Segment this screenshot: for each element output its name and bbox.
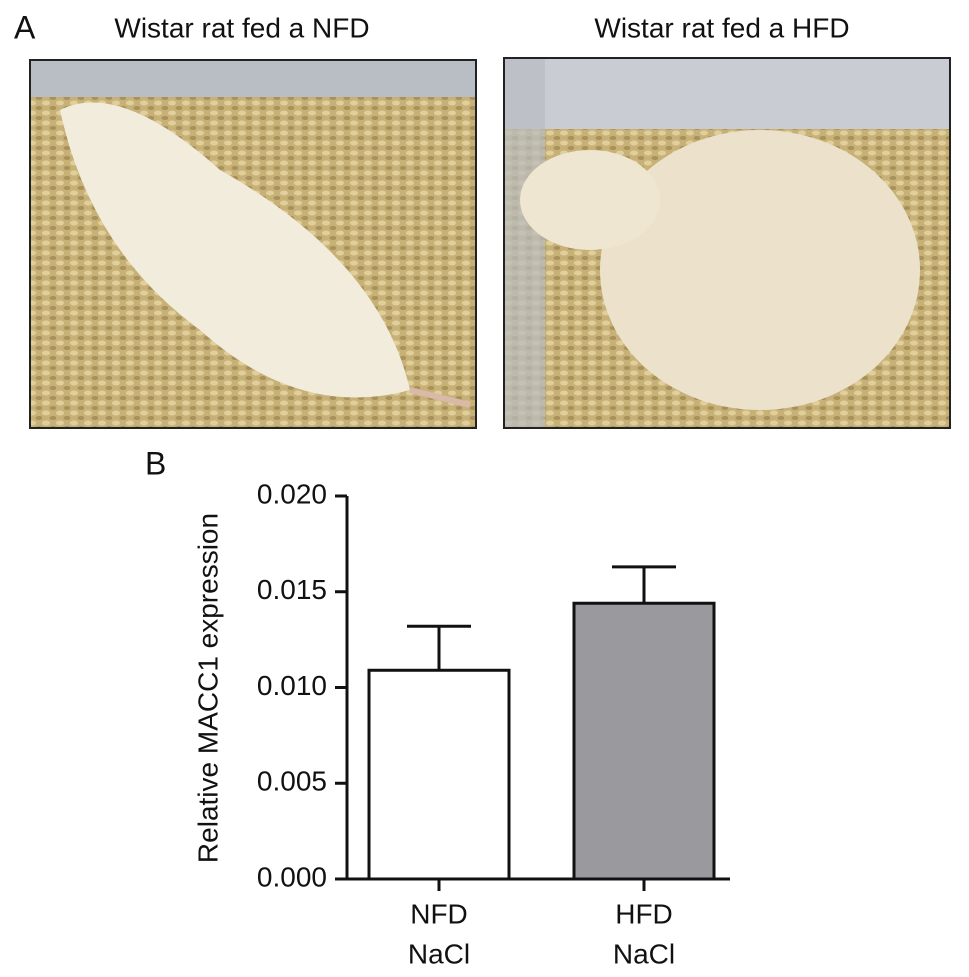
x-tick-label: NFD [410,898,468,929]
y-axis-label: Relative MACC1 expression [192,513,223,863]
bar [367,668,511,881]
y-tick-label: 0.005 [257,766,327,797]
panel-label: B [145,445,166,481]
y-tick-label: 0.010 [257,670,327,701]
photo [29,59,477,429]
y-tick-label: 0.020 [257,478,327,509]
y-tick-label: 0.000 [257,861,327,892]
photo-title: Wistar rat fed a HFD [594,12,849,43]
x-tick-label: NaCl [408,938,470,969]
y-tick-label: 0.015 [257,574,327,605]
photo [503,57,951,429]
panel-label: A [14,9,36,45]
x-tick-label: HFD [615,898,673,929]
photo-title: Wistar rat fed a NFD [114,12,369,43]
bar [572,601,716,881]
x-tick-label: NaCl [613,938,675,969]
